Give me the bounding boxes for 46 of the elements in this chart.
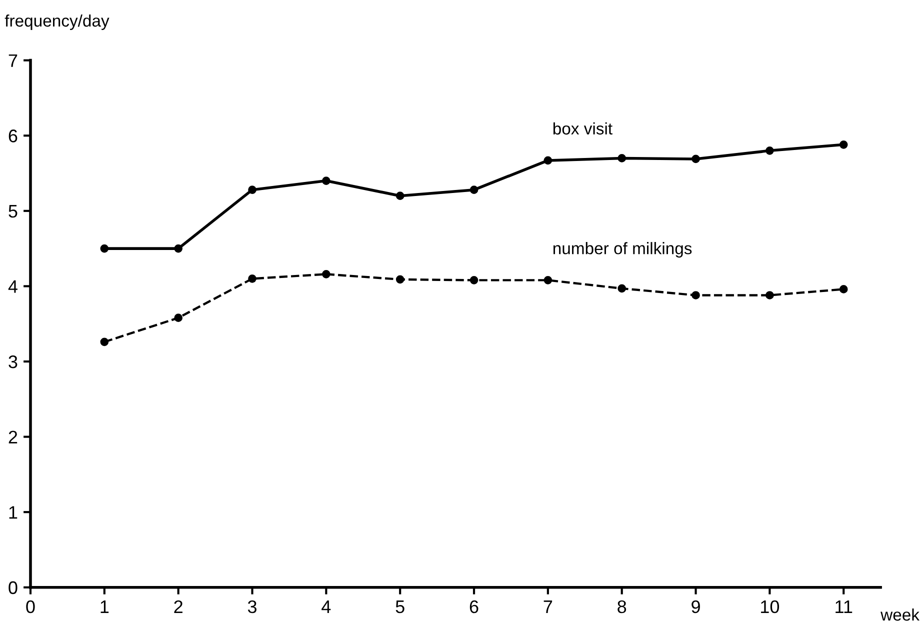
series-label: box visit <box>553 122 612 135</box>
series-label: number of milkings <box>553 242 692 258</box>
x-tick-label: 10 <box>761 600 780 614</box>
x-tick-label: 8 <box>618 600 626 614</box>
point <box>839 140 848 149</box>
point <box>248 274 256 283</box>
point <box>544 156 552 165</box>
point <box>174 244 182 253</box>
x-tick-label: 5 <box>396 600 404 614</box>
x-axis-title: week <box>880 608 920 621</box>
point <box>618 154 626 162</box>
x-tick-label: 7 <box>544 600 552 613</box>
y-tick-label: 2 <box>8 430 18 444</box>
x-tick-label: 4 <box>322 600 331 613</box>
y-tick-label: 6 <box>8 130 18 142</box>
point <box>174 314 182 322</box>
point <box>322 176 330 185</box>
y-axis-title: frequency/day <box>4 14 110 30</box>
y-tick-label: 7 <box>8 54 18 67</box>
x-tick-label: 9 <box>692 600 700 614</box>
point <box>766 146 774 155</box>
y-tick-label: 5 <box>8 205 18 218</box>
point <box>248 186 256 194</box>
point <box>396 192 404 200</box>
point <box>396 275 404 284</box>
point <box>470 276 478 284</box>
point <box>618 284 626 293</box>
y-tick-label: 3 <box>8 355 18 368</box>
point <box>692 291 700 300</box>
x-tick-label: 1 <box>100 600 109 613</box>
point <box>766 291 774 300</box>
point <box>100 244 109 253</box>
point <box>839 285 848 294</box>
point <box>470 186 478 194</box>
x-tick-label: 0 <box>26 600 35 614</box>
x-tick-label: 3 <box>248 600 256 614</box>
x-tick-label: 2 <box>174 600 182 613</box>
x-tick-label: 6 <box>470 600 478 614</box>
y-tick-label: 0 <box>8 581 18 594</box>
point <box>322 270 330 278</box>
point <box>100 338 109 346</box>
y-tick-label: 1 <box>9 506 18 519</box>
y-tick-label: 4 <box>8 280 18 293</box>
point <box>692 154 700 164</box>
x-tick-label: 11 <box>836 600 852 613</box>
point <box>544 276 552 284</box>
